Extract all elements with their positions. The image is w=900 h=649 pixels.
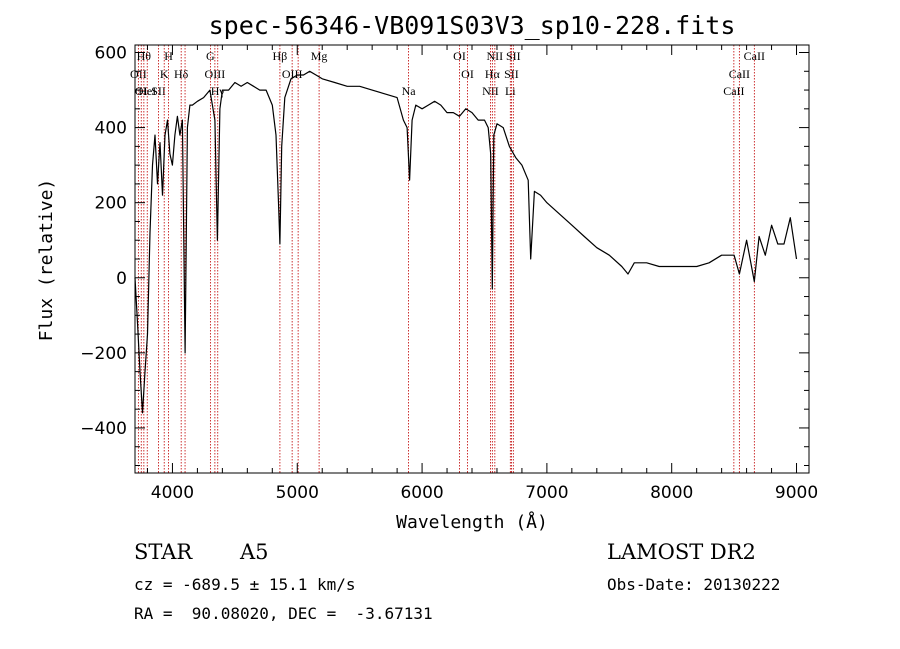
line-label-19: NII	[482, 84, 499, 98]
y-tick-label-0: −400	[80, 419, 127, 439]
line-label-0: OII	[130, 67, 147, 81]
cz-text: cz = -689.5 ± 15.1 km/s	[134, 575, 356, 594]
line-label-9: G	[206, 49, 215, 63]
y-tick-label-3: 200	[95, 194, 127, 214]
x-axis-label: Wavelength (Å)	[396, 511, 548, 533]
subclass-label: A5	[240, 540, 269, 564]
spectrum-line-0	[134, 70, 798, 414]
obs-date-text: Obs-Date: 20130222	[607, 575, 781, 594]
line-label-4: SII	[151, 84, 166, 98]
line-label-26: CaII	[729, 67, 750, 81]
line-label-18: OI	[461, 67, 474, 81]
line-label-12: Hβ	[273, 49, 288, 63]
line-label-25: CaII	[723, 84, 744, 98]
y-tick-label-2: 0	[116, 269, 127, 289]
chart-title: spec-56346-VB091S03V3_sp10-228.fits	[209, 11, 736, 40]
x-axis: 4000 5000 6000 7000 8000 9000	[146, 45, 818, 503]
y-axis: −400 −200 0 200 400 600	[80, 44, 809, 466]
line-label-27: CaII	[744, 49, 765, 63]
line-label-7: Hδ	[174, 67, 189, 81]
class-label: STAR	[134, 540, 193, 564]
line-label-1: OI	[135, 84, 148, 98]
line-label-5: K	[160, 67, 169, 81]
line-label-20: Hα	[485, 67, 501, 81]
line-label-13: OIII	[282, 67, 303, 81]
x-tick-label-3: 7000	[525, 483, 568, 503]
line-label-11: Hγ	[211, 84, 226, 98]
line-marks-group: OIIOIHθHeISIIKHHδGOIIIHγHβOIIIMgNaOIOINI…	[130, 45, 765, 473]
line-label-15: Mg	[311, 49, 328, 63]
y-tick-label-1: −200	[80, 344, 127, 364]
x-tick-label-1: 5000	[276, 483, 319, 503]
plot-frame	[134, 44, 810, 474]
line-label-6: H	[164, 49, 173, 63]
radec-text: RA = 90.08020, DEC = -3.67131	[134, 604, 433, 623]
line-label-23: SII	[504, 67, 519, 81]
x-tick-label-5: 9000	[775, 483, 818, 503]
y-tick-label-4: 400	[95, 119, 127, 139]
line-label-3: HeI	[138, 84, 156, 98]
series-group	[134, 70, 798, 414]
line-label-17: OI	[453, 49, 466, 63]
x-tick-label-0: 4000	[151, 483, 194, 503]
survey-label: LAMOST DR2	[607, 540, 756, 564]
y-axis-label: Flux (relative)	[36, 179, 57, 342]
line-label-24: SII	[506, 49, 521, 63]
line-label-2: Hθ	[137, 49, 152, 63]
line-label-16: Na	[402, 84, 417, 98]
line-label-22: Li	[505, 84, 516, 98]
line-label-21: NII	[487, 49, 504, 63]
x-tick-label-4: 8000	[650, 483, 693, 503]
x-tick-label-2: 6000	[400, 483, 443, 503]
y-tick-label-5: 600	[95, 44, 127, 64]
line-label-10: OIII	[205, 67, 226, 81]
